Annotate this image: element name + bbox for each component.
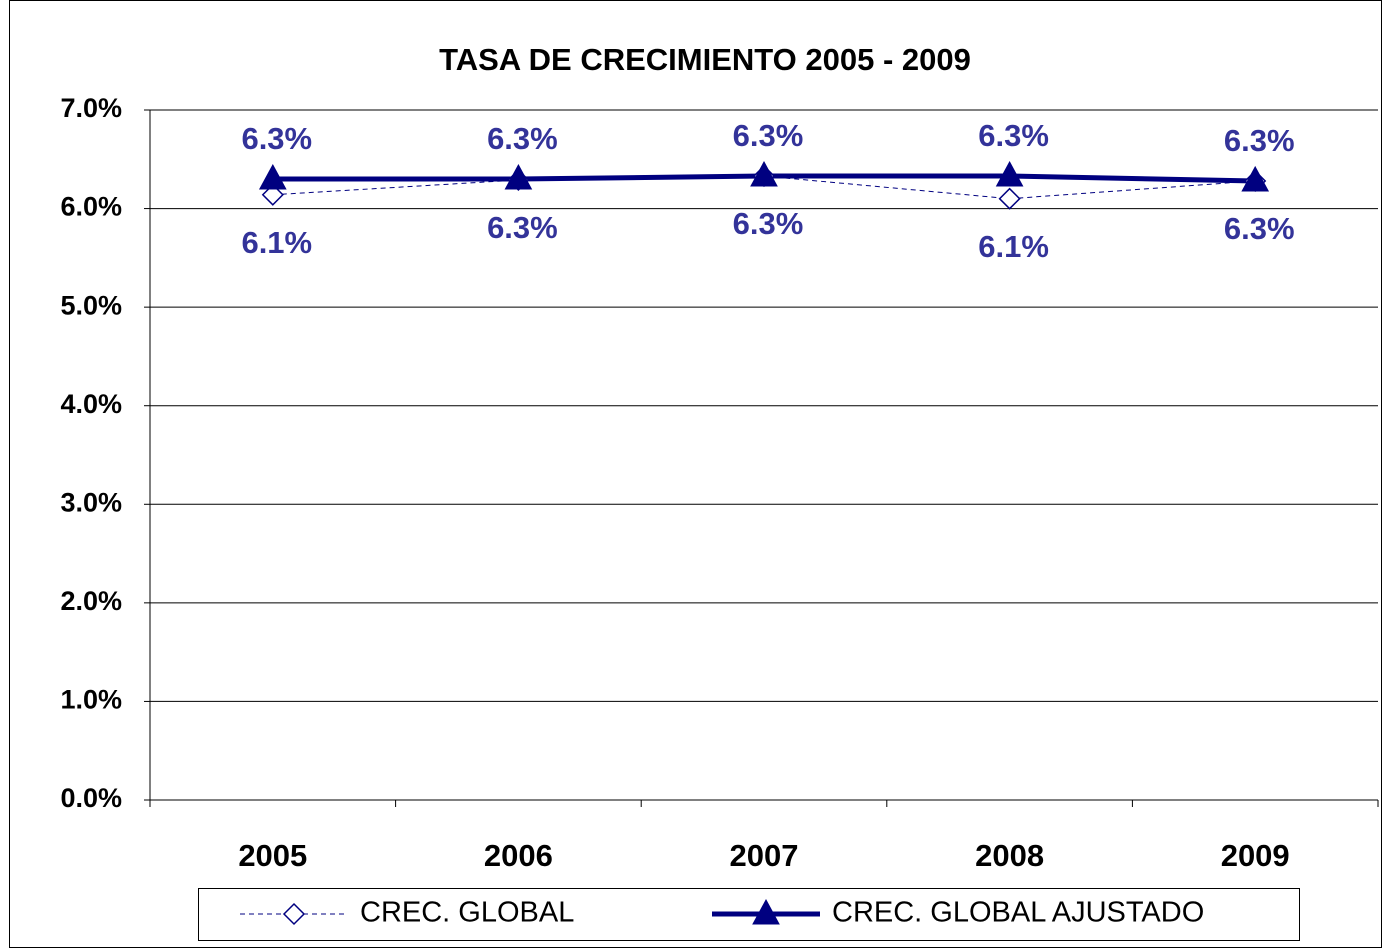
x-tick-label: 2006 bbox=[484, 838, 553, 873]
y-tick-label: 0.0% bbox=[60, 783, 122, 813]
series-marker bbox=[998, 187, 1021, 210]
data-label: 6.3% bbox=[733, 118, 804, 153]
data-label: 6.3% bbox=[1224, 211, 1295, 246]
series-marker bbox=[750, 160, 778, 187]
data-label: 6.3% bbox=[978, 118, 1049, 153]
data-label: 6.3% bbox=[241, 121, 312, 156]
data-label: 6.3% bbox=[1224, 123, 1295, 158]
y-tick-label: 5.0% bbox=[60, 290, 122, 320]
series-marker bbox=[995, 160, 1024, 187]
legend-label: CREC. GLOBAL bbox=[360, 897, 574, 929]
series-marker bbox=[261, 183, 284, 206]
x-tick-label: 2007 bbox=[730, 838, 799, 873]
legend-marker bbox=[282, 902, 306, 926]
x-tick-label: 2008 bbox=[975, 838, 1044, 873]
y-tick-label: 6.0% bbox=[60, 192, 122, 222]
legend-marker bbox=[752, 898, 780, 925]
data-label: 6.1% bbox=[241, 225, 312, 260]
data-label: 6.3% bbox=[487, 210, 558, 245]
y-tick-label: 7.0% bbox=[60, 93, 122, 123]
data-label: 6.1% bbox=[978, 229, 1049, 264]
y-tick-label: 2.0% bbox=[60, 586, 122, 616]
y-tick-label: 1.0% bbox=[60, 685, 122, 715]
data-label: 6.3% bbox=[733, 206, 804, 241]
chart-border bbox=[9, 0, 1382, 948]
x-tick-label: 2009 bbox=[1221, 838, 1290, 873]
data-label: 6.3% bbox=[487, 121, 558, 156]
y-tick-label: 3.0% bbox=[60, 487, 122, 517]
x-tick-label: 2005 bbox=[238, 838, 307, 873]
series-marker bbox=[258, 163, 287, 190]
series-marker bbox=[504, 163, 533, 190]
y-tick-label: 4.0% bbox=[60, 389, 122, 419]
series-marker bbox=[1241, 165, 1270, 192]
chart-title: TASA DE CRECIMIENTO 2005 - 2009 bbox=[439, 42, 971, 77]
series-line bbox=[272, 175, 1256, 200]
legend-label: CREC. GLOBAL AJUSTADO bbox=[832, 897, 1204, 929]
